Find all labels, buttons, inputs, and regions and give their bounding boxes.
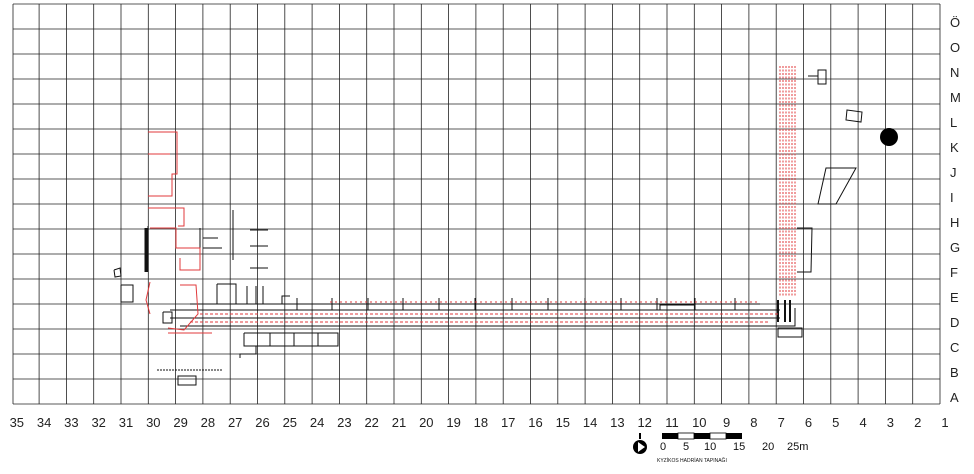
grid-row-label: K [950,140,959,155]
grid-row-label: G [950,240,960,255]
red-wall-outline [148,131,178,197]
grid-column-label: 22 [364,415,378,430]
grid-row-label: C [950,340,959,355]
grid-row-label: N [950,65,959,80]
grid-column-label: 5 [832,415,839,430]
grid-column-label: 27 [228,415,242,430]
grid-row-label: O [950,40,960,55]
structure-block [777,327,803,338]
structure-block [817,167,857,205]
grid-column-label: 6 [805,415,812,430]
grid-column-label: 20 [419,415,433,430]
grid-column-label: 34 [37,415,51,430]
scale-tick: 0 [660,441,666,453]
grid-column-label: 25 [283,415,297,430]
red-wall-features [145,66,796,334]
wall-outline [780,308,796,327]
grid-row-label: M [950,90,961,105]
wall-outline [120,284,134,303]
red-wall-outline [145,281,151,315]
grid-column-label: 7 [778,415,785,430]
grid-row-label: E [950,290,959,305]
wall-outline [246,286,257,305]
grid-column-label: 15 [556,415,570,430]
structure-block [177,375,197,386]
wall-outline [162,311,173,324]
scale-legend: 0 5 10 15 20 25m KYZİKOS HADRİAN TAPINAĞ… [633,432,808,464]
grid-row-label: D [950,315,959,330]
grid-column-label: 26 [255,415,269,430]
grid-column-label: 21 [392,415,406,430]
grid-row-label: B [950,365,959,380]
scale-bar [662,432,742,440]
scale-tick: 25m [787,441,808,453]
grid-column-label: 24 [310,415,324,430]
structure-block [845,109,863,123]
grid-column-label: 1 [941,415,948,430]
grid-column-label: 17 [501,415,515,430]
grid-column-label: 32 [91,415,105,430]
structure-block [659,304,696,311]
scale-caption: KYZİKOS HADRİAN TAPINAĞI [657,457,727,464]
grid-column-label: 35 [10,415,24,430]
grid-row-label: J [950,165,957,180]
column-labels: 35 34 33 32 31 30 29 28 27 26 25 24 23 22 21 20 19 18 17 16… [10,415,949,430]
filled-circle-marker [880,128,898,146]
wall-outline [243,332,339,347]
grid-column-label: 8 [750,415,757,430]
grid-row-label: Ö [950,15,960,30]
grid-column-label: 33 [64,415,78,430]
grid-column-label: 13 [610,415,624,430]
grid-column-label: 11 [665,415,679,430]
cross-walls [296,298,736,310]
grid-lines [12,3,941,405]
grid-column-label: 16 [528,415,542,430]
grid-row-label: H [950,215,959,230]
grid-row-label: L [950,115,957,130]
wall-outline [797,227,813,273]
black-wall-features [113,69,863,386]
grid-column-label: 28 [201,415,215,430]
grid-column-label: 31 [119,415,133,430]
grid-column-label: 23 [337,415,351,430]
scale-tick: 10 [704,441,716,453]
red-wall-outline [150,227,201,271]
grid-column-label: 10 [692,415,706,430]
grid-row-label: I [950,190,954,205]
north-arrow-icon [633,433,647,454]
grid-row-label: A [950,390,959,405]
scale-tick: 5 [683,441,689,453]
grid-column-label: 30 [146,415,160,430]
grid-column-label: 9 [723,415,730,430]
wall-outline [113,267,122,278]
wall-outline [239,346,257,358]
wall-outline [216,283,237,305]
grid-column-label: 3 [887,415,894,430]
grid-row-label: F [950,265,958,280]
grid-column-label: 14 [583,415,597,430]
grid-column-label: 18 [474,415,488,430]
wall-outline [262,286,290,305]
grid-column-label: 2 [914,415,921,430]
red-wall-outline [167,284,199,331]
grid-column-label: 12 [637,415,651,430]
scale-tick: 15 [733,441,745,453]
scale-tick: 20 [762,441,774,453]
red-wall-outline [148,207,185,227]
structure-block [817,69,827,85]
grid-column-label: 4 [859,415,866,430]
grid-column-label: 19 [446,415,460,430]
grid-column-label: 29 [173,415,187,430]
red-colonnade [779,66,796,296]
